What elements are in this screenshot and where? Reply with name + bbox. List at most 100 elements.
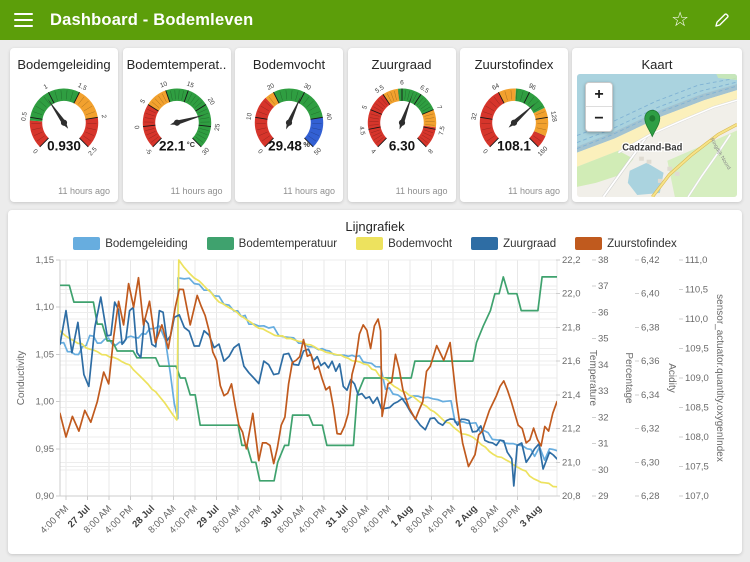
legend-label: Zuurstofindex (607, 237, 677, 250)
svg-text:6,36: 6,36 (641, 356, 660, 367)
svg-text:30: 30 (200, 146, 210, 156)
svg-text:32: 32 (598, 412, 609, 423)
svg-text:37: 37 (598, 281, 609, 292)
legend-item-bodemvocht[interactable]: Bodemvocht (356, 237, 452, 250)
axis-name-conductivity: Conductivity (16, 351, 27, 405)
svg-text:108,0: 108,0 (685, 432, 709, 443)
legend-label: Bodemvocht (388, 237, 453, 250)
map[interactable]: Ringdijk Noord Cadzand-Bad + − (577, 74, 737, 197)
svg-text:64: 64 (491, 82, 501, 92)
map-place-label: Cadzand-Bad (622, 142, 682, 153)
axis-name-acidity: Acidity (666, 363, 677, 392)
svg-text:22,2: 22,2 (562, 255, 581, 266)
svg-text:109,0: 109,0 (685, 373, 709, 384)
page-title: Dashboard - Bodemleven (50, 10, 254, 29)
last-updated: 11 hours ago (170, 186, 223, 196)
svg-text:2.5: 2.5 (87, 146, 99, 158)
svg-text:108,5: 108,5 (685, 403, 709, 414)
gauge-card-bodemvocht: Bodemvocht 0 10 20 30 40 50 29.48% 11 hours ago (235, 48, 343, 202)
svg-text:7.5: 7.5 (437, 125, 446, 136)
svg-text:21,0: 21,0 (562, 457, 581, 468)
x-tick-label: 3 Aug (518, 503, 544, 529)
legend-item-bodemgeleiding[interactable]: Bodemgeleiding (73, 237, 188, 250)
axis-name-percentage: Percentage (623, 352, 634, 404)
map-green-patch (577, 150, 634, 187)
svg-text:20: 20 (266, 82, 276, 92)
menu-icon[interactable] (14, 10, 33, 31)
line-chart[interactable]: 1,15 1,10 1,05 1,00 0,95 0,90 Conductivity 22,2… (8, 255, 742, 554)
last-updated: 11 hours ago (395, 186, 448, 196)
gauge-bodemgeleiding: 0 0.5 1 1.5 2 2.5 0.930 (20, 82, 107, 158)
svg-text:0.5: 0.5 (20, 111, 28, 121)
gauge-bodemtemperat: -5 0 5 10 15 20 25 30 22.1 °C (132, 80, 221, 156)
svg-text:6,32: 6,32 (641, 424, 660, 435)
svg-text:0: 0 (256, 148, 264, 156)
last-updated: 11 hours ago (283, 186, 335, 196)
map-marker-pin[interactable] (644, 109, 661, 138)
edit-icon[interactable] (713, 12, 730, 29)
gauge-card-bodemtemperat: Bodemtemperat.. -5 0 5 10 15 20 25 30 22.1 °C 11 ho… (122, 48, 231, 202)
legend-item-zuurstofindex[interactable]: Zuurstofindex (575, 237, 677, 250)
legend-label: Bodemtemperatuur (238, 237, 338, 250)
svg-text:4.5: 4.5 (357, 126, 366, 137)
svg-text:6,38: 6,38 (641, 322, 660, 333)
svg-text:30: 30 (598, 465, 609, 476)
map-card: Kaart (572, 48, 742, 202)
legend-item-bodemtemperatuur[interactable]: Bodemtemperatuur (206, 237, 338, 250)
map-canvas[interactable]: Ringdijk Noord Cadzand-Bad (577, 74, 737, 197)
gauge-title: Zuurstofindex (474, 57, 554, 72)
chart-title: Lijngrafiek (345, 219, 405, 234)
svg-text:128: 128 (549, 111, 558, 123)
map-green-patch (716, 74, 737, 81)
svg-text:6: 6 (400, 79, 404, 86)
legend-swatch (206, 237, 234, 250)
gauge-title: Bodemtemperat.. (126, 57, 227, 72)
svg-text:50: 50 (313, 146, 323, 156)
svg-text:0,90: 0,90 (36, 491, 55, 502)
svg-text:31: 31 (598, 439, 609, 450)
legend-item-zuurgraad[interactable]: Zuurgraad (471, 237, 556, 250)
legend-swatch (471, 237, 499, 250)
map-zoom-out-button[interactable]: − (586, 107, 612, 131)
svg-text:6,34: 6,34 (641, 390, 660, 401)
svg-text:6,28: 6,28 (641, 491, 660, 502)
svg-text:0: 0 (31, 148, 39, 156)
map-buildings (639, 156, 680, 183)
map-zoom-in-button[interactable]: + (586, 83, 612, 107)
gauge-zuurstofindex: 0 32 64 96 128 160 108.1 (471, 82, 558, 158)
map-beach (577, 90, 737, 167)
svg-text:21,2: 21,2 (562, 424, 581, 435)
svg-text:96: 96 (527, 82, 537, 92)
star-icon[interactable]: ☆ (671, 9, 689, 31)
svg-text:0: 0 (481, 148, 489, 156)
svg-text:5.5: 5.5 (374, 84, 386, 95)
svg-text:10: 10 (159, 80, 169, 89)
svg-text:1,00: 1,00 (36, 397, 55, 408)
svg-text:-5: -5 (143, 147, 152, 156)
svg-text:4: 4 (369, 148, 377, 156)
map-wave-dashes (577, 81, 737, 143)
svg-text:0: 0 (132, 125, 139, 130)
gauge-value: 29.48% (268, 139, 310, 154)
gauge-card-zuurstofindex: Zuurstofindex 0 32 64 96 128 160 108.1 11 hours … (460, 48, 568, 202)
svg-text:109,5: 109,5 (685, 344, 709, 355)
gauge-value: 22.1 °C (159, 139, 196, 154)
chart-grid (56, 259, 683, 500)
legend-swatch (73, 237, 101, 250)
svg-text:1,05: 1,05 (36, 349, 55, 360)
series-zuurstofindex (60, 276, 557, 468)
gauge-value: 6.30 (388, 139, 414, 154)
svg-text:6,40: 6,40 (641, 289, 660, 300)
svg-text:110,5: 110,5 (685, 285, 708, 296)
series-bodemtemperatuur (60, 276, 557, 482)
svg-text:33: 33 (598, 386, 609, 397)
map-zoom-control: + − (585, 82, 613, 132)
x-tick-label: 4:00 PM (38, 503, 71, 536)
legend-swatch (575, 237, 603, 250)
svg-text:32: 32 (471, 112, 479, 121)
map-roads (602, 99, 737, 197)
svg-text:1: 1 (43, 83, 50, 91)
svg-text:10: 10 (246, 112, 254, 121)
svg-text:6,30: 6,30 (641, 457, 660, 468)
svg-text:0,95: 0,95 (36, 444, 55, 455)
